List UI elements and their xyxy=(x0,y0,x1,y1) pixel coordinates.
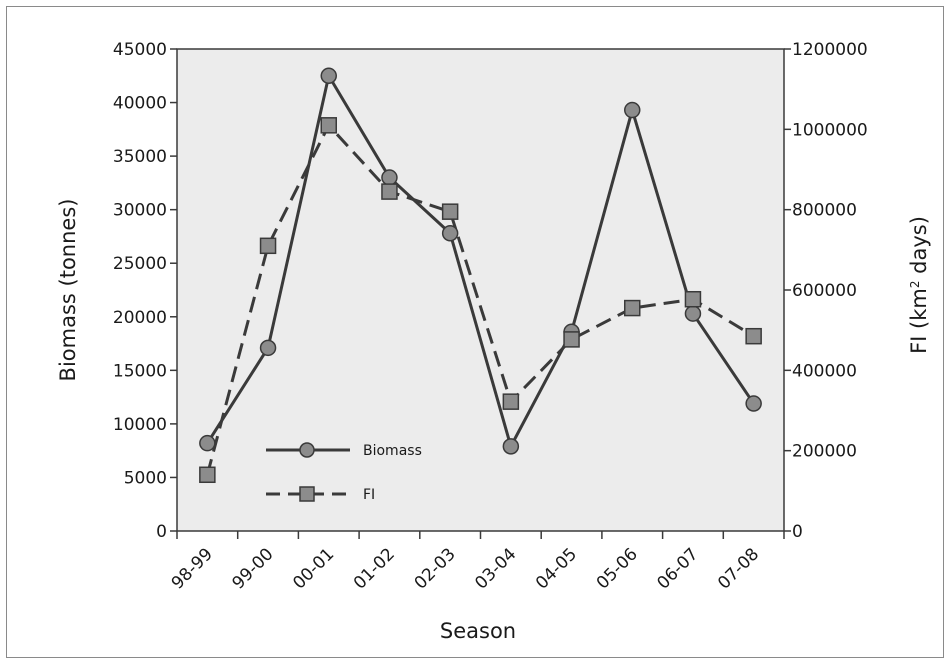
series-fi-point xyxy=(441,203,459,220)
series-biomass-point xyxy=(502,438,520,455)
left-tick-label: 25000 xyxy=(113,254,167,274)
series-fi-point xyxy=(199,466,216,484)
x-tick-label: 04-05 xyxy=(532,544,581,593)
series-biomass-line xyxy=(206,74,755,448)
x-tick-label: 07-08 xyxy=(714,544,763,593)
x-tick-label: 06-07 xyxy=(653,544,702,593)
series-biomass-point xyxy=(624,101,641,119)
right-tick-label: 800000 xyxy=(792,201,857,221)
series-fi-point xyxy=(320,117,337,134)
left-tick-label: 15000 xyxy=(113,361,167,381)
left-tick-label: 45000 xyxy=(113,40,167,60)
x-tick-label: 98-99 xyxy=(168,544,217,593)
x-axis-title: Season xyxy=(440,619,516,643)
x-tick-label: 00-01 xyxy=(289,544,338,593)
x-tick-label: 03-04 xyxy=(471,544,520,593)
x-axis-ticks: 98-99 99-00 00-01 01-02 02-03 03-04 04-05 05-06… xyxy=(168,531,785,593)
right-tick-label: 0 xyxy=(792,522,803,542)
left-tick-label: 5000 xyxy=(124,468,167,488)
right-axis-title-prefix: FI (km xyxy=(907,288,931,354)
series-layer xyxy=(199,67,762,484)
plot-area xyxy=(176,48,785,532)
left-axis-ticks: 0 5000 10000 15000 20000 25000 30000 35000 40000… xyxy=(113,40,177,542)
legend: Biomass FI xyxy=(266,442,422,503)
right-tick-label: 600000 xyxy=(792,281,857,301)
series-fi-point xyxy=(259,237,277,255)
series-biomass-point xyxy=(381,169,398,186)
series-fi-point xyxy=(563,331,580,348)
series-fi-point xyxy=(502,393,520,410)
legend-biomass-label: Biomass xyxy=(363,443,422,459)
left-tick-label: 10000 xyxy=(113,415,167,435)
right-tick-label: 200000 xyxy=(792,442,857,462)
left-axis-title: Biomass (tonnes) xyxy=(56,199,80,382)
x-tick-label: 01-02 xyxy=(350,544,399,593)
series-biomass-point xyxy=(259,339,277,357)
legend-fi-label: FI xyxy=(363,487,375,503)
x-tick-label: 05-06 xyxy=(593,544,642,593)
right-axis-ticks: 0 200000 400000 600000 800000 1000000 1200000 xyxy=(784,40,868,542)
right-tick-label: 1000000 xyxy=(792,120,868,140)
x-tick-label: 02-03 xyxy=(411,544,460,593)
right-axis-title: FI (km2 days) xyxy=(907,216,931,354)
right-tick-label: 400000 xyxy=(792,361,857,381)
series-fi-point xyxy=(381,183,398,200)
series-fi-point xyxy=(684,290,702,308)
series-fi-point xyxy=(624,299,641,317)
left-tick-label: 0 xyxy=(156,522,167,542)
series-biomass-point xyxy=(320,67,337,85)
left-tick-label: 30000 xyxy=(113,201,167,221)
legend-fi-marker xyxy=(299,486,315,502)
series-fi-point xyxy=(745,327,762,345)
series-biomass-point xyxy=(441,224,459,242)
left-tick-label: 40000 xyxy=(113,94,167,114)
series-biomass-point xyxy=(199,434,216,452)
x-tick-label: 99-00 xyxy=(229,544,278,593)
series-biomass-point xyxy=(745,395,762,412)
series-biomass-point xyxy=(684,305,702,322)
series-fi-line xyxy=(205,123,755,476)
legend-biomass-marker xyxy=(299,442,315,458)
right-axis-title-superscript: 2 xyxy=(908,281,922,289)
right-tick-label: 1200000 xyxy=(792,40,868,60)
left-tick-label: 20000 xyxy=(113,308,167,328)
right-axis-title-suffix: days) xyxy=(907,216,931,280)
left-tick-label: 35000 xyxy=(113,147,167,167)
